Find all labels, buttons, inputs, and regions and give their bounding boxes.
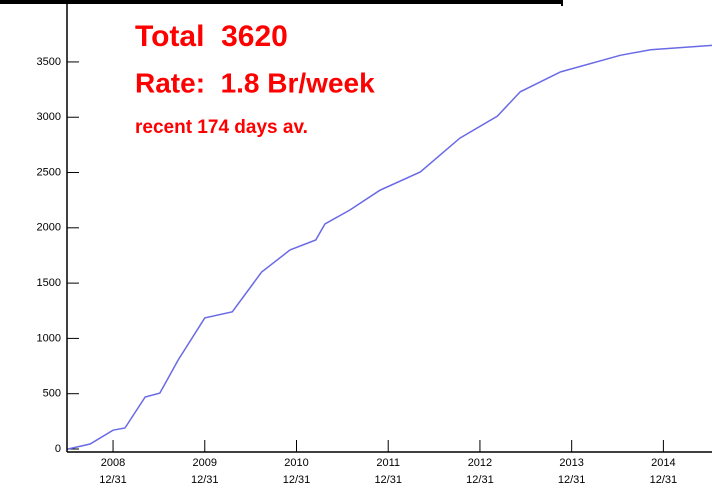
annotation: Total 3620 [135,20,288,53]
y-tick-label: 0 [55,443,61,455]
annotation: Rate: 1.8 Br/week [135,67,375,98]
x-tick-label: 2011 [376,457,400,469]
y-tick-label: 2000 [37,222,61,234]
annotation: recent 174 days av. [135,117,308,138]
y-tick-label: 2500 [37,166,61,178]
x-tick-label: 2009 [193,457,217,469]
x-tick-label: 2010 [284,457,308,469]
x-tick-label: 2013 [559,457,583,469]
x-tick-label: 12/31 [466,474,494,486]
x-tick-label: 12/31 [558,474,586,486]
x-tick-label: 12/31 [99,474,127,486]
y-tick-label: 1000 [37,332,61,344]
x-tick-label: 12/31 [374,474,402,486]
x-tick-label: 2014 [651,457,675,469]
y-tick-label: 3000 [37,111,61,123]
data-line [67,44,712,450]
x-tick-label: 12/31 [283,474,311,486]
x-tick-label: 2012 [468,457,492,469]
y-tick-label: 3500 [37,56,61,68]
y-tick-label: 500 [43,388,61,400]
x-tick-label: 12/31 [650,474,678,486]
y-tick-label: 1500 [37,277,61,289]
x-tick-label: 2008 [101,457,125,469]
x-tick-label: 12/31 [191,474,219,486]
